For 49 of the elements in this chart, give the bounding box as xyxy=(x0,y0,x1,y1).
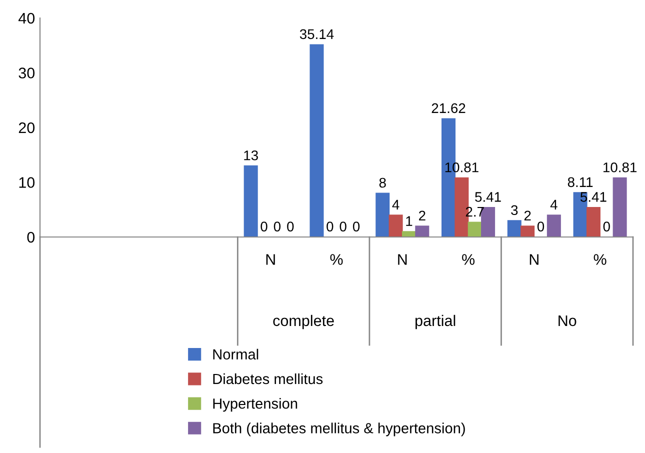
data-label: 3 xyxy=(511,205,518,216)
y-tick-label: 20 xyxy=(18,122,35,134)
data-label: 2 xyxy=(418,210,426,220)
text: No xyxy=(558,315,576,326)
text: complete xyxy=(273,314,334,330)
x-tick-label: % xyxy=(330,254,343,265)
data-label: 0 xyxy=(260,222,268,232)
data-label: 0 xyxy=(326,222,334,232)
x-tick-label: N xyxy=(266,254,275,265)
data-label: 35.14 xyxy=(300,29,334,40)
y-tick-label: 40 xyxy=(18,12,35,24)
data-label: 2 xyxy=(524,210,531,220)
bar xyxy=(244,165,258,237)
data-label: 10.81 xyxy=(604,162,637,172)
bar xyxy=(376,192,390,237)
data-label: 13 xyxy=(244,150,258,160)
y-tick-label: 10 xyxy=(19,177,35,188)
legend-label: Hypertension xyxy=(213,398,298,412)
bar xyxy=(586,206,600,237)
data-label: 1 xyxy=(406,216,412,226)
data-label: 4 xyxy=(392,200,400,210)
legend-label: Normal xyxy=(213,348,258,360)
data-label: 0 xyxy=(352,222,360,232)
bar xyxy=(388,214,403,237)
data-label: 0 xyxy=(537,222,544,232)
text: partial xyxy=(416,314,456,330)
legend-label: Diabetes mellitus xyxy=(213,373,323,384)
data-label: 0 xyxy=(340,222,346,232)
data-label: 4 xyxy=(550,200,558,210)
x-tick-label: N xyxy=(530,254,538,265)
bar xyxy=(612,177,627,237)
legend-label: Both (diabetes mellitus & hypertension) xyxy=(213,422,465,436)
bar xyxy=(310,44,324,237)
x-tick-label: % xyxy=(594,254,606,265)
x-tick-label: N xyxy=(398,254,407,265)
bar xyxy=(546,214,561,237)
data-label: 0 xyxy=(274,222,281,232)
data-label: 0 xyxy=(603,222,610,232)
y-tick-label: 0 xyxy=(27,232,35,243)
data-label: 0 xyxy=(287,222,294,232)
data-label: 21.62 xyxy=(432,103,466,114)
bar xyxy=(415,226,430,237)
data-label: 5.41 xyxy=(475,192,501,202)
x-tick-label: % xyxy=(462,254,475,265)
y-tick-label: 30 xyxy=(18,68,35,78)
bar xyxy=(507,220,522,237)
data-label: 8.11 xyxy=(568,177,593,188)
data-label: 8 xyxy=(379,178,386,188)
bar xyxy=(520,226,535,237)
